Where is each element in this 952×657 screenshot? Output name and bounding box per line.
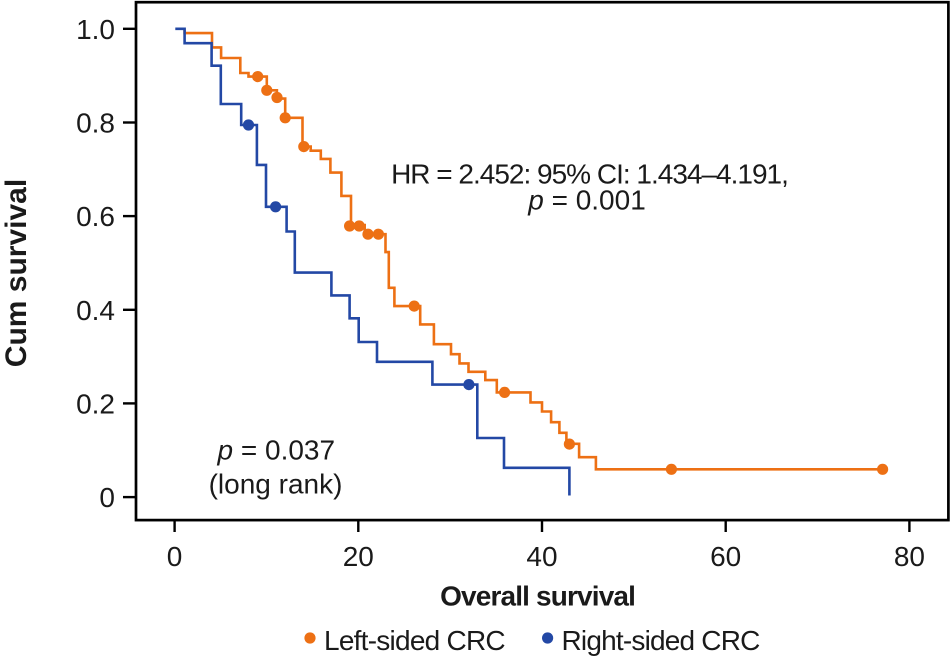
svg-text:0.8: 0.8 xyxy=(76,108,115,139)
svg-text:60: 60 xyxy=(710,541,741,572)
svg-text:0: 0 xyxy=(99,482,115,513)
svg-text:Cum survival: Cum survival xyxy=(0,179,33,367)
svg-text:p = 0.037: p = 0.037 xyxy=(217,435,336,466)
svg-text:0: 0 xyxy=(167,541,183,572)
svg-text:1.0: 1.0 xyxy=(76,14,115,45)
svg-text:p = 0.001: p = 0.001 xyxy=(527,185,646,216)
svg-text:Left-sided CRC: Left-sided CRC xyxy=(324,625,505,656)
svg-text:20: 20 xyxy=(343,541,374,572)
svg-text:40: 40 xyxy=(526,541,557,572)
svg-text:Right-sided CRC: Right-sided CRC xyxy=(562,625,761,656)
svg-text:0.4: 0.4 xyxy=(76,295,115,326)
svg-text:80: 80 xyxy=(894,541,925,572)
svg-text:Overall survival: Overall survival xyxy=(440,581,635,612)
svg-text:HR = 2.452: 95% CI: 1.434–4.19: HR = 2.452: 95% CI: 1.434–4.191, xyxy=(391,158,788,189)
svg-text:(long rank): (long rank) xyxy=(209,469,343,500)
svg-text:0.2: 0.2 xyxy=(76,388,115,419)
svg-text:0.6: 0.6 xyxy=(76,201,115,232)
